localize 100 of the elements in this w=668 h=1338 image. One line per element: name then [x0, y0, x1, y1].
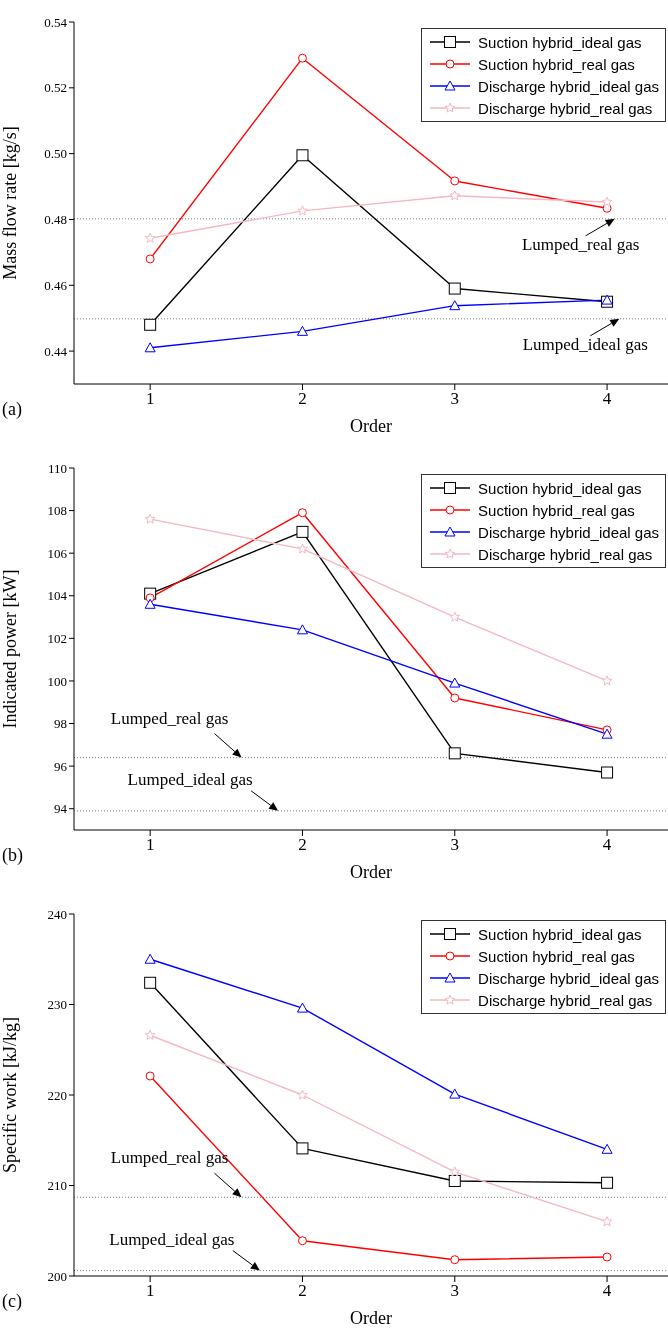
point — [145, 1071, 155, 1081]
y-tick-label: 200 — [47, 1268, 67, 1284]
x-tick-label: 3 — [450, 1281, 460, 1301]
point — [602, 1252, 612, 1262]
y-tick-label: 100 — [47, 673, 67, 689]
point — [297, 508, 307, 518]
point — [144, 976, 157, 989]
y-tick-label: 0.50 — [44, 146, 67, 162]
annotation: Lumped_real gas — [521, 234, 640, 254]
text: (b) — [2, 845, 23, 866]
point — [449, 1088, 461, 1099]
point — [296, 149, 309, 162]
y-tick-label: 110 — [47, 460, 67, 476]
point — [296, 624, 308, 635]
point — [297, 1089, 308, 1100]
legend-label: Suction hybrid_ideal gas — [478, 925, 642, 943]
x-tick-label: 2 — [298, 389, 307, 409]
point — [450, 1255, 460, 1265]
legend-label: Suction hybrid_real gas — [478, 501, 635, 519]
legend-label: Suction hybrid_ideal gas — [478, 33, 642, 51]
point — [601, 728, 613, 739]
x-tick-label: 3 — [450, 389, 460, 409]
point — [449, 190, 461, 201]
point — [296, 325, 308, 336]
y-tick-label: 98 — [54, 716, 67, 732]
point — [448, 747, 461, 760]
y-tick-label: 94 — [54, 801, 68, 817]
point — [449, 1166, 461, 1177]
y-axis-title: Mass flow rate [kg/s] — [0, 126, 21, 280]
y-tick-label: 0.52 — [44, 80, 67, 96]
y-axis-title: Indicated power [kW] — [0, 569, 21, 729]
point — [144, 953, 156, 964]
point — [450, 693, 460, 703]
point — [449, 677, 461, 688]
legend-label: Discharge hybrid_real gas — [478, 545, 653, 563]
y-tick-label: 96 — [54, 758, 68, 774]
y-axis-title: Specific work [kJ/kg] — [0, 1017, 21, 1173]
x-tick-label: 4 — [602, 835, 612, 855]
point — [296, 1142, 309, 1155]
annotation: Lumped_ideal gas — [109, 1229, 235, 1249]
point — [145, 254, 155, 264]
point — [448, 282, 461, 295]
x-axis-title: Order — [350, 416, 392, 436]
point — [144, 318, 157, 331]
annotation: Lumped_ideal gas — [127, 769, 253, 789]
point — [144, 232, 156, 243]
legend-label: Suction hybrid_real gas — [478, 55, 635, 73]
legend-label: Discharge hybrid_ideal gas — [478, 77, 659, 95]
x-tick-label: 4 — [602, 389, 612, 409]
legend-label: Discharge hybrid_real gas — [478, 99, 653, 117]
y-tick-label: 0.54 — [44, 14, 68, 30]
y-tick-label: 106 — [47, 545, 68, 561]
point — [601, 1143, 613, 1154]
y-tick-label: 108 — [47, 503, 67, 519]
legend-label: Suction hybrid_real gas — [478, 947, 635, 965]
point — [296, 1002, 308, 1013]
point — [450, 176, 460, 186]
x-tick-label: 1 — [145, 389, 155, 409]
y-tick-label: 0.44 — [44, 343, 68, 359]
point — [449, 300, 461, 311]
y-tick-label: 104 — [47, 588, 68, 604]
y-tick-label: 210 — [47, 1178, 67, 1194]
point — [601, 1216, 613, 1227]
point — [144, 513, 156, 524]
text: (a) — [2, 399, 22, 420]
annotation: Lumped_real gas — [110, 708, 229, 728]
x-axis-title: Order — [350, 1308, 392, 1328]
point — [144, 1029, 156, 1040]
y-tick-label: 230 — [47, 997, 67, 1013]
x-tick-label: 2 — [298, 835, 307, 855]
y-tick-label: 0.46 — [44, 277, 68, 293]
annotation: Lumped_ideal gas — [522, 334, 648, 354]
point — [144, 598, 156, 609]
point — [449, 611, 461, 622]
point — [297, 543, 308, 554]
x-tick-label: 1 — [145, 1281, 155, 1301]
y-tick-label: 0.48 — [44, 212, 67, 228]
y-tick-label: 240 — [47, 906, 67, 922]
legend-label: Suction hybrid_ideal gas — [478, 479, 642, 497]
point — [601, 766, 614, 779]
legend-label: Discharge hybrid_ideal gas — [478, 523, 659, 541]
point — [297, 205, 308, 216]
point — [297, 1236, 307, 1246]
y-tick-label: 102 — [47, 630, 67, 646]
legend-label: Discharge hybrid_real gas — [478, 991, 653, 1009]
y-tick-label: 220 — [47, 1087, 67, 1103]
text: (c) — [2, 1291, 22, 1312]
point — [296, 525, 309, 538]
x-tick-label: 3 — [450, 835, 460, 855]
point — [601, 675, 613, 686]
point — [601, 1176, 614, 1189]
x-tick-label: 4 — [602, 1281, 612, 1301]
annotation: Lumped_real gas — [110, 1148, 229, 1168]
x-axis-title: Order — [350, 862, 392, 882]
point — [144, 342, 156, 353]
point — [448, 1174, 461, 1187]
x-tick-label: 2 — [298, 1281, 307, 1301]
point — [297, 53, 307, 63]
x-tick-label: 1 — [145, 835, 155, 855]
legend-label: Discharge hybrid_ideal gas — [478, 969, 659, 987]
